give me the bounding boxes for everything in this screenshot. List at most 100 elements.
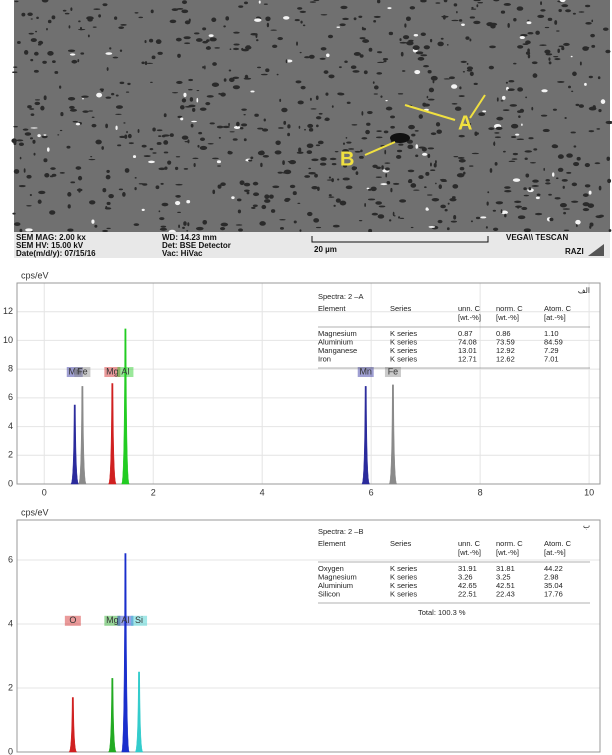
- pore: [175, 195, 181, 197]
- pore: [541, 89, 547, 92]
- pore: [300, 21, 302, 24]
- pore: [152, 152, 156, 153]
- pore: [34, 153, 36, 156]
- pore: [493, 142, 495, 145]
- pore: [12, 213, 15, 215]
- pore: [279, 219, 285, 220]
- pore: [265, 68, 269, 72]
- pore: [556, 177, 559, 179]
- pore: [374, 85, 379, 89]
- info: 20 µm: [314, 245, 337, 254]
- pore: [52, 15, 56, 19]
- table-header: [wt.-%]: [458, 548, 481, 557]
- pore: [408, 180, 412, 184]
- pore: [490, 24, 495, 28]
- pore: [177, 212, 181, 213]
- pore: [17, 41, 21, 44]
- pore: [297, 203, 300, 204]
- pore: [504, 190, 511, 192]
- pore: [527, 20, 529, 21]
- pore: [402, 70, 405, 72]
- pore: [138, 129, 140, 133]
- pore: [365, 130, 370, 134]
- table-header: Atom. C: [544, 539, 572, 548]
- pore: [120, 82, 125, 84]
- pore: [234, 126, 240, 129]
- pore: [157, 142, 162, 145]
- table-cell: 17.76: [544, 589, 563, 598]
- pore: [159, 210, 161, 212]
- pore: [343, 177, 350, 180]
- pore: [423, 65, 429, 67]
- pore: [369, 48, 373, 52]
- pore: [227, 151, 232, 154]
- pore: [12, 71, 17, 73]
- pore: [101, 146, 104, 150]
- pore: [236, 122, 240, 127]
- pore: [545, 27, 550, 28]
- pore: [294, 221, 297, 224]
- x-tick-label: 4: [260, 487, 265, 497]
- pore: [35, 99, 40, 100]
- pore: [67, 228, 73, 231]
- pore: [192, 158, 198, 159]
- pore: [157, 52, 162, 55]
- pore: [38, 44, 41, 46]
- pore: [398, 216, 400, 218]
- pore: [577, 157, 581, 161]
- table-cell: K series: [390, 589, 417, 598]
- peak: [78, 386, 86, 484]
- pore: [48, 20, 52, 24]
- pore: [583, 202, 590, 206]
- pore: [186, 200, 190, 203]
- pore: [532, 179, 539, 182]
- pore: [358, 16, 362, 18]
- pore: [599, 215, 604, 218]
- pore: [591, 45, 595, 48]
- pore: [92, 117, 95, 118]
- pore: [245, 75, 249, 80]
- pore: [309, 55, 315, 59]
- pore: [175, 201, 180, 205]
- pore: [401, 52, 404, 57]
- pore: [359, 156, 364, 159]
- y-label: cps/eV: [21, 507, 49, 517]
- pore: [233, 85, 240, 89]
- pore: [585, 5, 590, 7]
- table-cell: K series: [390, 354, 417, 363]
- pore: [579, 104, 584, 108]
- pore: [217, 126, 223, 129]
- pore: [233, 32, 240, 34]
- pore: [509, 161, 516, 162]
- x-tick-label: 6: [369, 487, 374, 497]
- pore: [238, 5, 243, 7]
- pore: [496, 117, 503, 121]
- pore: [344, 61, 348, 64]
- pore: [115, 114, 121, 115]
- pore: [300, 11, 306, 13]
- pore: [135, 177, 137, 179]
- pore: [188, 79, 193, 81]
- y-tick-label: 2: [8, 682, 13, 692]
- pore: [372, 165, 377, 168]
- pore: [332, 163, 337, 165]
- pore: [19, 142, 24, 146]
- pore: [377, 62, 384, 63]
- pore: [408, 125, 415, 129]
- pore: [196, 227, 204, 230]
- pore: [264, 118, 266, 121]
- pore: [532, 185, 539, 187]
- pore: [212, 83, 219, 87]
- pore: [46, 28, 48, 31]
- pore: [603, 27, 609, 30]
- pore: [280, 227, 284, 230]
- pore: [321, 47, 327, 50]
- pore: [406, 16, 411, 21]
- pore: [49, 210, 55, 215]
- pore: [356, 171, 359, 175]
- pore: [487, 202, 489, 206]
- pore: [105, 124, 108, 129]
- pore: [589, 191, 592, 195]
- pore: [332, 105, 334, 108]
- pore: [70, 7, 72, 11]
